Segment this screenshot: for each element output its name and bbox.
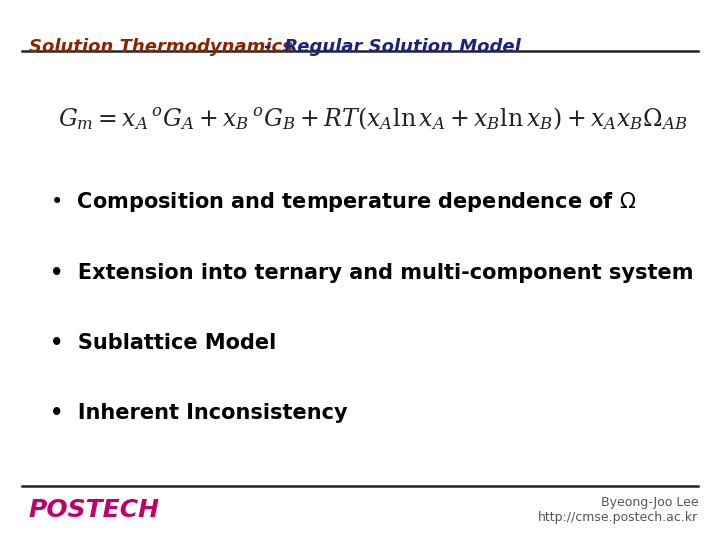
- Text: •  Inherent Inconsistency: • Inherent Inconsistency: [50, 403, 348, 423]
- Text: •  Composition and temperature dependence of $\Omega$: • Composition and temperature dependence…: [50, 191, 637, 214]
- Text: $G_m = x_A\,^oG_A + x_B\,^oG_B + RT(x_A \ln x_A + x_B \ln x_B) + x_A x_B \Omega_: $G_m = x_A\,^oG_A + x_B\,^oG_B + RT(x_A …: [58, 105, 687, 132]
- Text: Byeong-Joo Lee
http://cmse.postech.ac.kr: Byeong-Joo Lee http://cmse.postech.ac.kr: [538, 496, 698, 524]
- Text: Solution Thermodynamics: Solution Thermodynamics: [29, 38, 292, 56]
- Text: -  Regular Solution Model: - Regular Solution Model: [258, 38, 521, 56]
- Text: POSTECH: POSTECH: [29, 498, 160, 522]
- Text: •  Extension into ternary and multi-component system: • Extension into ternary and multi-compo…: [50, 262, 694, 283]
- Text: •  Sublattice Model: • Sublattice Model: [50, 333, 276, 353]
